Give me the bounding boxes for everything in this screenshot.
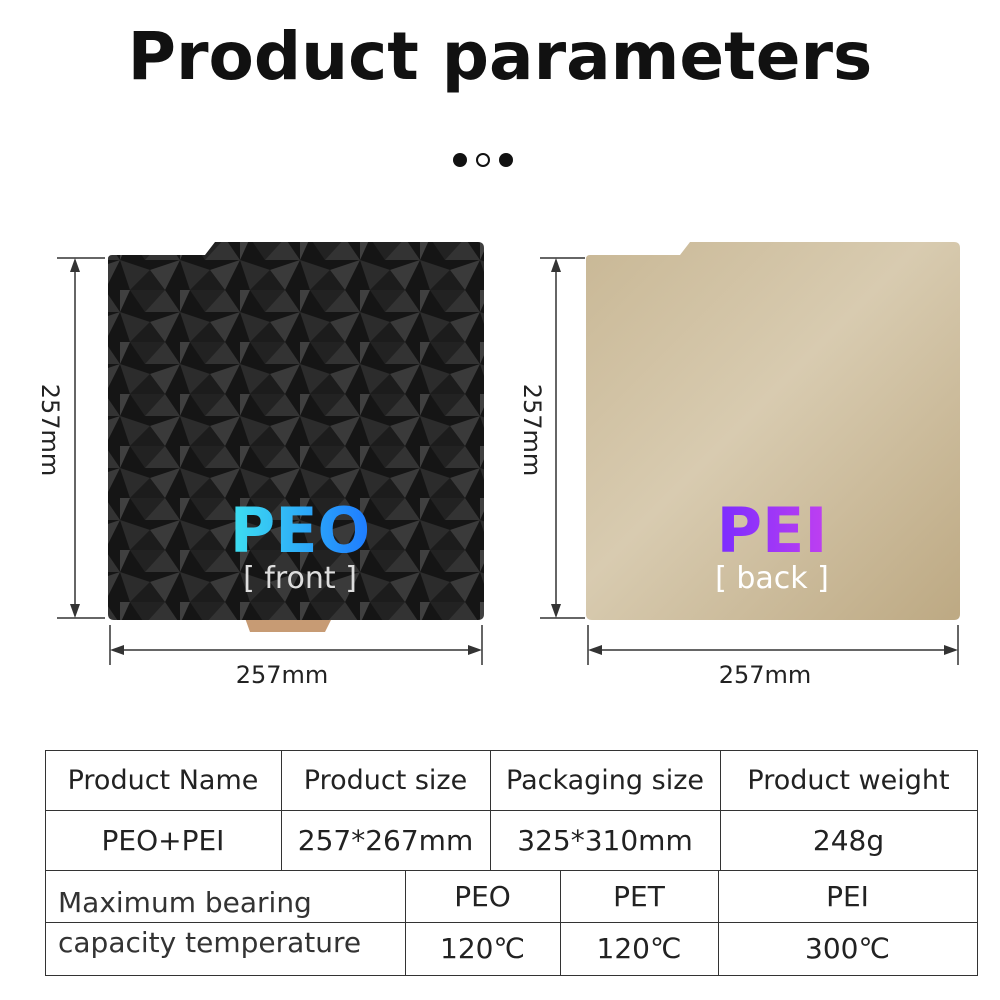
table-cell: 248g [812, 823, 885, 857]
plate-tab [245, 618, 332, 632]
height-label: 257mm [518, 384, 546, 477]
dot [476, 153, 490, 167]
temperature-cell: 120℃ [596, 932, 682, 965]
height-label: 257mm [36, 384, 64, 477]
table-rule [45, 870, 977, 871]
temperature-cell: 120℃ [440, 932, 525, 965]
table-cell: PEO+PEI [101, 823, 225, 857]
peo-plate [108, 242, 484, 620]
material-cell: PET [613, 879, 665, 913]
temperature-label: Maximum bearing capacity temperature [58, 885, 362, 959]
table-header-cell: Product size [303, 764, 468, 796]
plate-side: [ front ] [243, 561, 357, 596]
dot [499, 153, 513, 167]
table-rule [45, 975, 977, 976]
dot [453, 153, 467, 167]
table-rule [45, 922, 977, 923]
width-label: 257mm [236, 661, 329, 689]
table-rule [45, 810, 977, 811]
plate-name: PEO [230, 494, 371, 567]
table-header-cell: Product weight [747, 764, 950, 796]
table-rule [977, 750, 978, 976]
arrow-heads [70, 258, 958, 655]
table-rule [718, 870, 719, 975]
table-cell: 325*310mm [517, 823, 693, 857]
page-title: Product parameters [127, 18, 873, 95]
temperature-cell: 300℃ [805, 932, 890, 965]
table-rule [45, 750, 977, 751]
material-cell: PEI [826, 879, 869, 913]
table-rule [281, 750, 282, 870]
table-header-cell: Product Name [67, 764, 259, 796]
table-rule [560, 870, 561, 975]
table-rule [720, 750, 721, 870]
table-rule [405, 870, 406, 975]
width-label: 257mm [719, 661, 812, 689]
plates-illustration: PEO [ front ] 257mm 257mm PEI [ back ] 2… [36, 153, 960, 689]
table-cell: 257*267mm [297, 823, 474, 857]
plate-side: [ back ] [715, 561, 829, 596]
table-rule [45, 750, 46, 976]
pei-plate [586, 242, 960, 620]
dimension-lines [57, 257, 959, 665]
table-header-cell: Packaging size [506, 764, 704, 796]
material-cell: PEO [454, 879, 511, 913]
table-rule [490, 750, 491, 870]
plate-name: PEI [717, 494, 828, 567]
